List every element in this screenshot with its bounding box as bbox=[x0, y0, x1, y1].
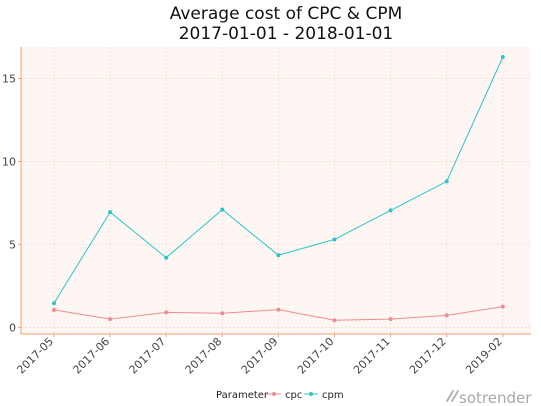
sotrender-logo-icon bbox=[446, 390, 459, 402]
y-tick-label-0: 0 bbox=[9, 321, 16, 334]
brand-text: sotrender bbox=[459, 389, 532, 406]
legend-dot-cpc bbox=[272, 392, 276, 396]
point-cpm-2017-08 bbox=[220, 207, 225, 212]
x-tick-label-2017-06: 2017-06 bbox=[71, 335, 113, 377]
axes bbox=[18, 47, 531, 337]
plot-panel bbox=[21, 47, 531, 334]
point-cpc-2019-02 bbox=[500, 304, 505, 309]
x-tick-label-2017-10: 2017-10 bbox=[295, 335, 337, 377]
point-cpm-2017-06 bbox=[108, 210, 113, 215]
x-tick-label-2017-09: 2017-09 bbox=[239, 335, 281, 377]
point-cpc-2017-07 bbox=[164, 310, 169, 315]
point-cpc-2017-11 bbox=[388, 317, 393, 322]
grid bbox=[21, 47, 531, 334]
x-tick-label-2017-07: 2017-07 bbox=[127, 335, 169, 377]
chart-title-line2: 2017-01-01 - 2018-01-01 bbox=[179, 24, 394, 44]
legend-title: Parameter bbox=[216, 390, 269, 401]
x-tick-label-2017-11: 2017-11 bbox=[351, 335, 393, 377]
point-cpc-2017-06 bbox=[108, 317, 113, 322]
point-cpm-2019-02 bbox=[500, 54, 505, 59]
legend-item-cpc: cpc bbox=[267, 390, 302, 401]
point-cpm-2017-09 bbox=[276, 253, 281, 258]
point-cpc-2017-09 bbox=[276, 307, 281, 312]
point-cpc-2017-10 bbox=[332, 318, 337, 323]
legend-dot-cpm bbox=[309, 392, 313, 396]
point-cpm-2017-10 bbox=[332, 237, 337, 242]
legend: Parameter cpc cpm bbox=[216, 390, 344, 401]
point-cpc-2017-08 bbox=[220, 311, 225, 316]
x-tick-label-2017-12: 2017-12 bbox=[407, 335, 449, 377]
y-tick-label-5: 5 bbox=[9, 238, 16, 251]
legend-label-cpc: cpc bbox=[285, 390, 302, 401]
chart-title-line1: Average cost of CPC & CPM bbox=[170, 4, 403, 24]
point-cpc-2017-05 bbox=[52, 307, 56, 312]
legend-label-cpm: cpm bbox=[322, 390, 344, 401]
point-cpm-2017-12 bbox=[444, 179, 449, 184]
x-tick-label-2017-05: 2017-05 bbox=[14, 335, 56, 377]
legend-item-cpm: cpm bbox=[304, 390, 344, 401]
point-cpm-2017-07 bbox=[164, 255, 169, 260]
series-layer bbox=[52, 54, 505, 323]
point-cpc-2017-12 bbox=[444, 313, 449, 318]
point-cpm-2017-11 bbox=[388, 208, 393, 213]
y-tick-label-10: 10 bbox=[2, 155, 16, 168]
point-cpm-2017-05 bbox=[52, 301, 56, 306]
brand-logo: sotrender bbox=[446, 389, 532, 406]
x-tick-label-2019-02: 2019-02 bbox=[463, 335, 505, 377]
x-tick-label-2017-08: 2017-08 bbox=[183, 335, 225, 377]
y-tick-label-15: 15 bbox=[2, 73, 16, 86]
